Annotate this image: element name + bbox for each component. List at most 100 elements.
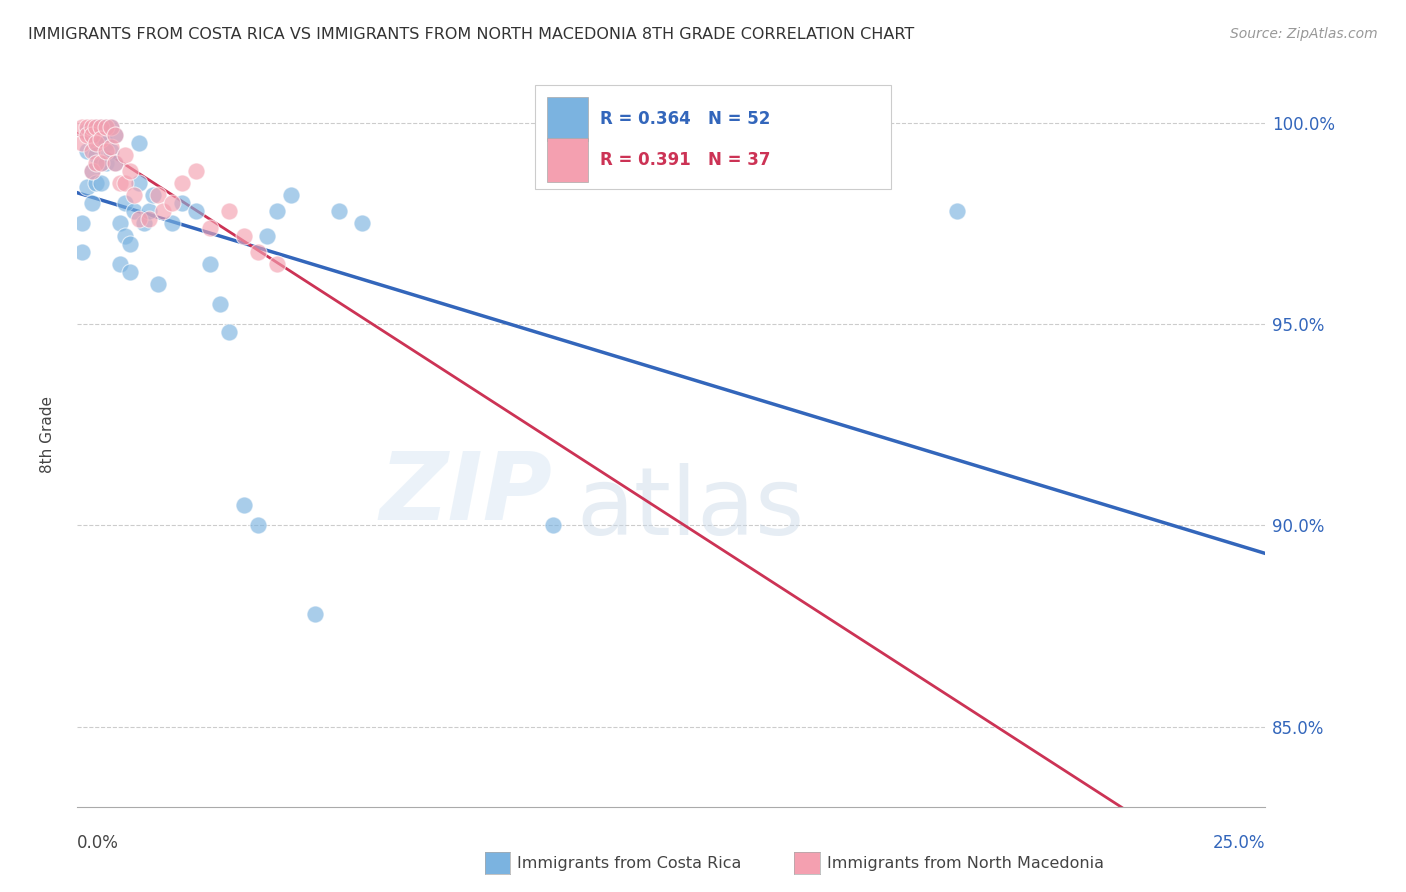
- Point: [90, 132, 112, 146]
- Point: [100, 120, 122, 134]
- Point: [86, 136, 108, 150]
- Point: [76, 120, 98, 134]
- Point: [108, 217, 131, 231]
- Point: [146, 277, 169, 291]
- Point: [100, 144, 122, 158]
- Point: [328, 204, 350, 219]
- Bar: [547, 138, 588, 182]
- Point: [186, 204, 208, 219]
- Point: [104, 156, 127, 170]
- FancyBboxPatch shape: [534, 85, 891, 189]
- Point: [76, 180, 98, 194]
- Point: [76, 144, 98, 158]
- Point: [86, 120, 108, 134]
- Point: [108, 176, 131, 190]
- Point: [70, 120, 93, 134]
- Point: [80, 164, 103, 178]
- Point: [118, 265, 141, 279]
- Point: [246, 244, 269, 259]
- Point: [132, 217, 155, 231]
- Point: [94, 144, 117, 158]
- Point: [266, 204, 288, 219]
- Point: [94, 136, 117, 150]
- Point: [124, 188, 146, 202]
- Text: ZIP: ZIP: [380, 449, 553, 541]
- Point: [124, 204, 146, 219]
- Point: [352, 217, 374, 231]
- Point: [200, 257, 222, 271]
- Point: [128, 176, 150, 190]
- Point: [266, 257, 288, 271]
- Point: [80, 120, 103, 134]
- Point: [162, 217, 184, 231]
- Point: [80, 144, 103, 158]
- Point: [118, 236, 141, 251]
- Text: R = 0.391   N = 37: R = 0.391 N = 37: [600, 151, 770, 169]
- Point: [94, 156, 117, 170]
- Point: [142, 188, 165, 202]
- Text: Immigrants from North Macedonia: Immigrants from North Macedonia: [827, 856, 1104, 871]
- Point: [76, 124, 98, 138]
- Point: [86, 176, 108, 190]
- Point: [76, 128, 98, 142]
- Text: IMMIGRANTS FROM COSTA RICA VS IMMIGRANTS FROM NORTH MACEDONIA 8TH GRADE CORRELAT: IMMIGRANTS FROM COSTA RICA VS IMMIGRANTS…: [28, 27, 914, 42]
- Point: [80, 128, 103, 142]
- Bar: [547, 97, 588, 141]
- Point: [100, 120, 122, 134]
- Point: [128, 212, 150, 227]
- Point: [86, 128, 108, 142]
- Point: [114, 196, 136, 211]
- Point: [80, 164, 103, 178]
- Point: [70, 244, 93, 259]
- Point: [246, 518, 269, 533]
- Point: [90, 176, 112, 190]
- Text: 8th Grade: 8th Grade: [41, 396, 55, 474]
- Text: Source: ZipAtlas.com: Source: ZipAtlas.com: [1230, 27, 1378, 41]
- Point: [280, 188, 302, 202]
- Point: [90, 120, 112, 134]
- Point: [108, 257, 131, 271]
- Point: [90, 156, 112, 170]
- Point: [86, 148, 108, 162]
- Point: [304, 607, 326, 621]
- Text: atlas: atlas: [576, 463, 804, 556]
- Point: [945, 204, 967, 219]
- Point: [100, 140, 122, 154]
- Point: [90, 132, 112, 146]
- Point: [152, 204, 174, 219]
- Point: [128, 136, 150, 150]
- Point: [162, 196, 184, 211]
- Point: [104, 156, 127, 170]
- Point: [80, 196, 103, 211]
- Point: [138, 212, 160, 227]
- Point: [90, 156, 112, 170]
- Point: [186, 164, 208, 178]
- Point: [86, 120, 108, 134]
- Point: [80, 128, 103, 142]
- Point: [104, 128, 127, 142]
- Point: [114, 176, 136, 190]
- Point: [70, 136, 93, 150]
- Text: Immigrants from Costa Rica: Immigrants from Costa Rica: [517, 856, 742, 871]
- Point: [232, 498, 254, 512]
- Point: [104, 128, 127, 142]
- Point: [218, 204, 240, 219]
- Point: [170, 196, 193, 211]
- Point: [200, 220, 222, 235]
- Point: [138, 204, 160, 219]
- Point: [541, 518, 564, 533]
- Point: [146, 188, 169, 202]
- Point: [256, 228, 278, 243]
- Point: [232, 228, 254, 243]
- Text: 25.0%: 25.0%: [1213, 834, 1265, 852]
- Point: [70, 217, 93, 231]
- Point: [118, 164, 141, 178]
- Point: [170, 176, 193, 190]
- Point: [90, 120, 112, 134]
- Point: [94, 120, 117, 134]
- Text: R = 0.364   N = 52: R = 0.364 N = 52: [600, 110, 770, 128]
- Point: [86, 156, 108, 170]
- Point: [208, 297, 231, 311]
- Text: 0.0%: 0.0%: [77, 834, 120, 852]
- Point: [94, 120, 117, 134]
